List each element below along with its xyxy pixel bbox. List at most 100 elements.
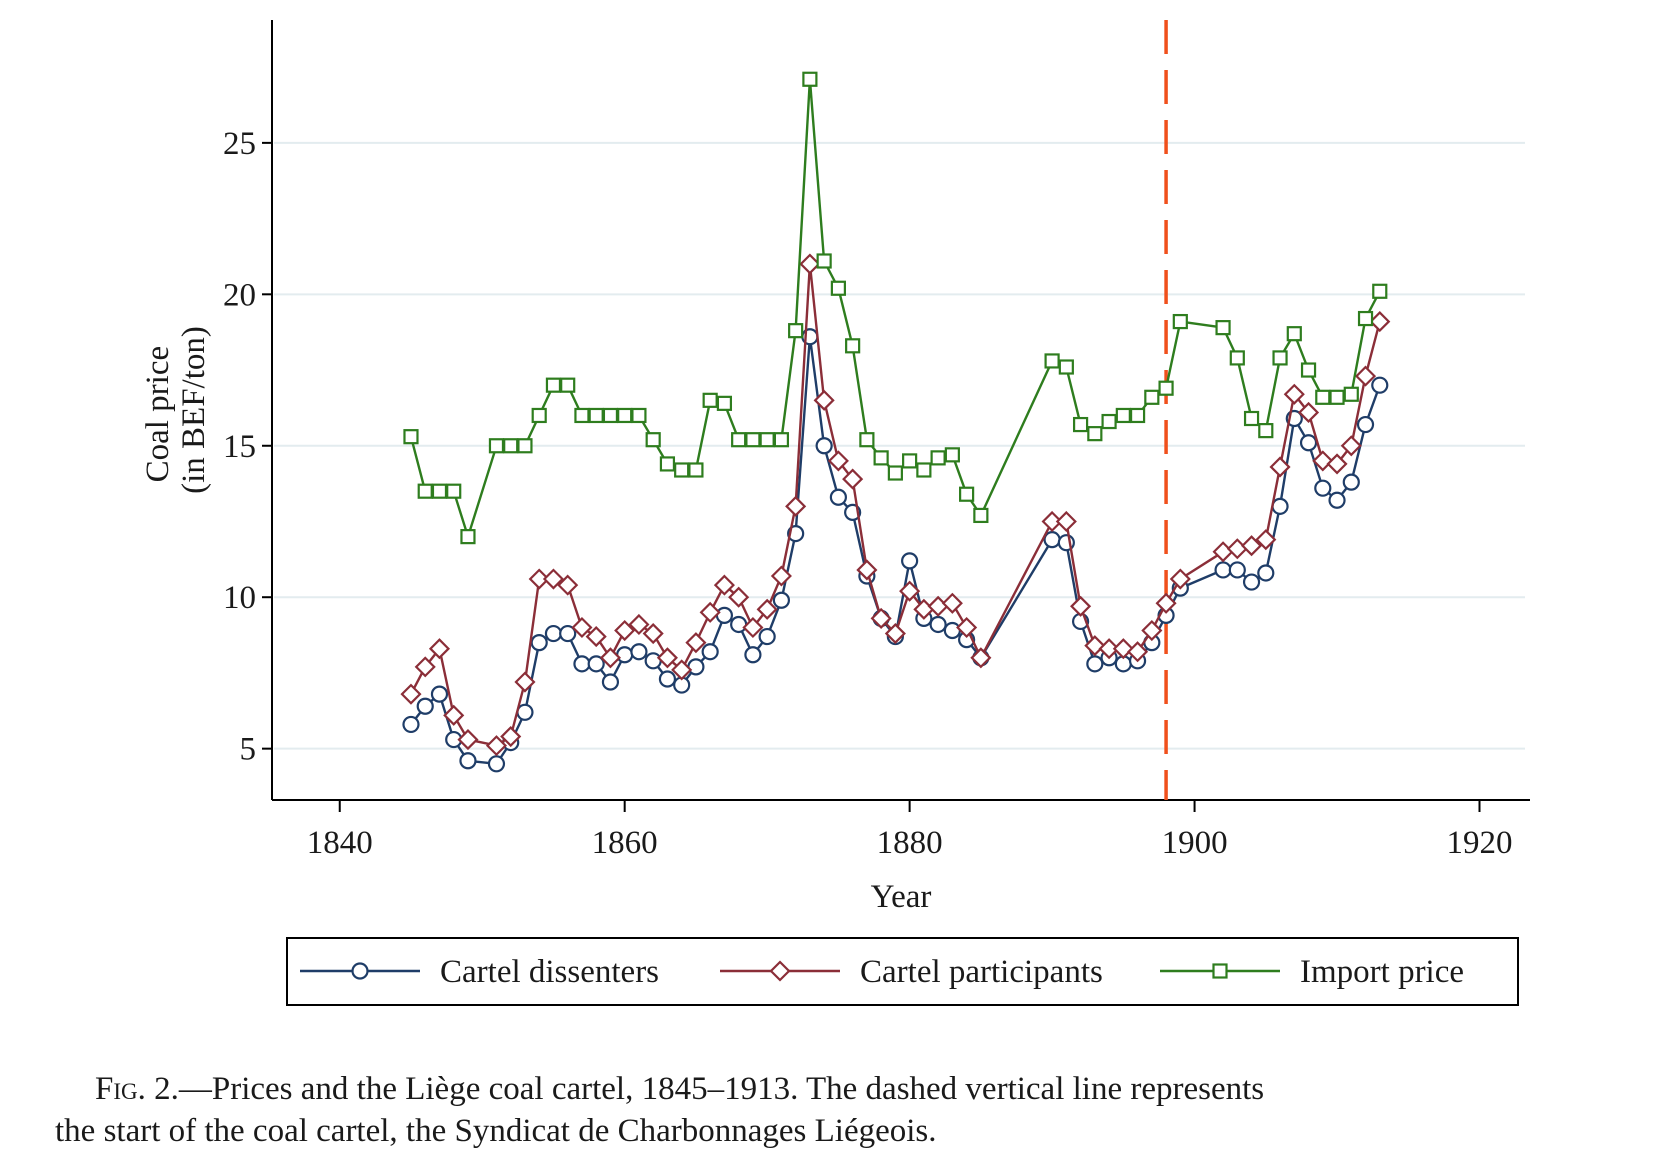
- point-cartel-participants-1913: [1369, 311, 1391, 333]
- point-cartel-participants-1846: [414, 656, 436, 678]
- point-cartel-dissenters-1875: [829, 488, 847, 506]
- point-cartel-participants-1859: [599, 647, 621, 669]
- y-tick-label-5: 5: [240, 732, 257, 768]
- point-import-price-1865: [688, 462, 704, 478]
- legend-marker-cartel-dissenters: [351, 962, 369, 980]
- point-cartel-participants-1847: [428, 638, 451, 660]
- x-tick-label-1900: 1900: [1162, 825, 1228, 861]
- point-cartel-participants-1851: [485, 735, 508, 757]
- point-cartel-participants-1864: [671, 659, 693, 681]
- legend-label-import-price: Import price: [1300, 954, 1464, 990]
- point-cartel-participants-1905: [1255, 529, 1277, 551]
- point-import-price-1876: [845, 338, 861, 354]
- point-import-price-1858: [588, 407, 604, 424]
- point-cartel-dissenters-1847: [430, 685, 449, 703]
- point-cartel-participants-1849: [457, 729, 479, 751]
- point-cartel-dissenters-1860: [616, 646, 634, 664]
- point-cartel-participants-1877: [856, 559, 878, 581]
- point-cartel-dissenters-1874: [815, 437, 833, 455]
- point-cartel-participants-1903: [1226, 538, 1248, 560]
- point-import-price-1871: [773, 432, 790, 448]
- point-import-price-1902: [1215, 320, 1231, 336]
- point-cartel-dissenters-1893: [1086, 655, 1104, 673]
- point-cartel-participants-1879: [884, 622, 906, 645]
- point-import-price-1866: [702, 392, 718, 408]
- point-cartel-dissenters-1865: [687, 658, 705, 676]
- point-import-price-1869: [745, 432, 761, 448]
- point-cartel-dissenters-1855: [544, 624, 563, 643]
- point-cartel-participants-1899: [1169, 568, 1191, 590]
- point-import-price-1883: [944, 447, 960, 463]
- point-import-price-1903: [1229, 350, 1245, 366]
- point-import-price-1910: [1329, 389, 1345, 405]
- point-import-price-1882: [930, 450, 946, 466]
- point-cartel-dissenters-1851: [487, 755, 506, 773]
- point-import-price-1899: [1172, 313, 1188, 330]
- legend-label-cartel-dissenters: Cartel dissenters: [440, 954, 659, 990]
- point-cartel-participants-1895: [1112, 638, 1134, 660]
- point-cartel-participants-1898: [1155, 592, 1177, 614]
- point-cartel-dissenters-1890: [1043, 531, 1061, 549]
- point-import-price-1851: [488, 438, 505, 454]
- point-import-price-1855: [545, 377, 562, 393]
- point-cartel-participants-1869: [742, 616, 764, 639]
- point-cartel-participants-1855: [542, 568, 565, 590]
- point-import-price-1909: [1315, 389, 1331, 405]
- point-cartel-dissenters-1909: [1314, 479, 1332, 497]
- point-cartel-participants-1883: [941, 592, 963, 614]
- y-tick-label-10: 10: [223, 580, 256, 616]
- point-cartel-participants-1872: [785, 495, 807, 517]
- point-cartel-dissenters-1845: [402, 715, 420, 734]
- y-ticks: 5 10 15 20 25: [223, 126, 272, 768]
- point-cartel-participants-1874: [813, 389, 835, 411]
- point-import-price-1877: [859, 432, 875, 448]
- point-import-price-1857: [574, 407, 590, 424]
- point-cartel-participants-1904: [1240, 535, 1263, 557]
- point-cartel-dissenters-1883: [943, 621, 961, 640]
- caption-text-2: the start of the coal cartel, the Syndic…: [55, 1113, 937, 1149]
- point-cartel-dissenters-1856: [559, 624, 577, 643]
- point-import-price-1895: [1115, 407, 1131, 424]
- point-import-price-1908: [1300, 362, 1317, 378]
- point-import-price-1860: [617, 407, 633, 424]
- point-import-price-1846: [417, 483, 433, 499]
- point-import-price-1881: [916, 462, 932, 478]
- point-cartel-participants-1871: [770, 565, 792, 587]
- point-cartel-dissenters-1867: [715, 606, 734, 624]
- point-import-price-1880: [902, 453, 918, 469]
- point-cartel-participants-1873: [799, 253, 821, 275]
- x-axis-label: Year: [871, 879, 932, 915]
- point-cartel-participants-1866: [699, 601, 721, 623]
- y-tick-label-15: 15: [223, 429, 256, 465]
- point-import-price-1911: [1343, 386, 1359, 402]
- point-cartel-participants-1880: [899, 580, 921, 602]
- point-import-price-1894: [1101, 413, 1117, 430]
- point-cartel-participants-1884: [956, 616, 978, 639]
- y-tick-label-20: 20: [223, 277, 256, 313]
- point-import-price-1891: [1058, 359, 1074, 375]
- point-import-price-1847: [431, 483, 448, 499]
- point-import-price-1845: [403, 429, 419, 445]
- point-import-price-1890: [1044, 353, 1060, 369]
- point-cartel-participants-1894: [1098, 638, 1120, 660]
- point-cartel-participants-1863: [656, 647, 678, 669]
- point-cartel-participants-1908: [1297, 401, 1320, 423]
- point-cartel-dissenters-1868: [730, 615, 748, 634]
- figure-number: Fig. 2.: [95, 1071, 179, 1107]
- series-cartel-participants: [400, 253, 1391, 757]
- point-cartel-participants-1902: [1212, 541, 1234, 563]
- point-import-price-1874: [816, 253, 832, 269]
- point-cartel-dissenters-1903: [1228, 561, 1246, 579]
- point-cartel-participants-1862: [642, 622, 664, 645]
- legend: Cartel dissenters Cartel participants Impo…: [286, 937, 1519, 1006]
- point-cartel-dissenters-1906: [1271, 497, 1289, 515]
- point-import-price-1875: [830, 280, 846, 296]
- point-cartel-dissenters-1902: [1214, 561, 1232, 579]
- point-import-price-1856: [560, 377, 576, 393]
- point-cartel-participants-1860: [614, 619, 636, 642]
- legend-box: [286, 937, 1519, 1006]
- point-cartel-participants-1892: [1070, 595, 1092, 617]
- point-import-price-1904: [1243, 410, 1260, 427]
- x-tick-label-1840: 1840: [307, 825, 373, 861]
- point-cartel-participants-1867: [713, 574, 735, 596]
